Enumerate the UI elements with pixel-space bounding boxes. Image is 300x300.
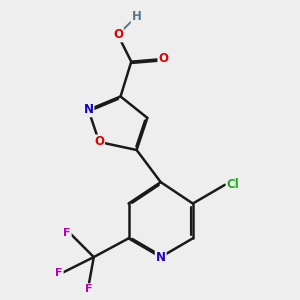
Text: H: H [132, 10, 142, 23]
Text: F: F [63, 228, 71, 238]
Text: N: N [83, 103, 93, 116]
Text: Cl: Cl [226, 178, 239, 191]
Text: O: O [94, 136, 104, 148]
Text: N: N [156, 250, 166, 264]
Text: F: F [55, 268, 63, 278]
Text: O: O [113, 28, 123, 41]
Text: F: F [85, 284, 92, 294]
Text: O: O [158, 52, 168, 65]
